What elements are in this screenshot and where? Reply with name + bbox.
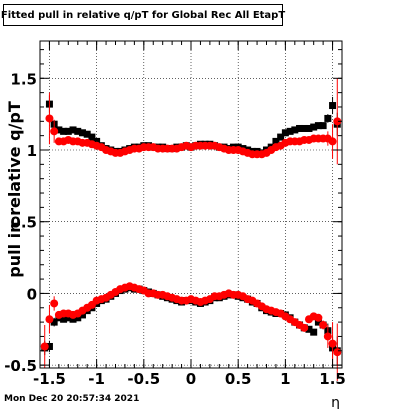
data-point [314,122,322,130]
data-point [277,133,285,141]
data-point [310,123,318,131]
x-tick-label: 0 [186,370,196,388]
data-point [296,124,304,132]
data-point [69,126,77,134]
y-tick-label: 0 [27,285,37,303]
data-point [319,320,328,329]
data-point [314,313,323,322]
x-tick-label: -1.5 [33,370,66,388]
y-tick-label: 1 [27,142,37,160]
y-tick-label: 0.5 [10,214,37,232]
chart-title: Fitted pull in relative q/pT for Global … [0,9,286,21]
x-tick-label: -0.5 [127,370,160,388]
data-point [78,311,86,319]
timestamp: Mon Dec 20 20:57:34 2021 [4,394,140,404]
data-point [305,325,313,333]
x-axis-label: η [331,395,340,409]
data-point [40,342,49,351]
data-point [286,127,294,135]
data-points [40,78,342,381]
chart-title-box: Fitted pull in relative q/pT for Global … [0,4,286,26]
series-3 [40,282,342,381]
data-point [69,315,77,323]
y-tick-label: 1.5 [10,70,37,88]
data-point [64,127,72,135]
y-tick-label: -0.5 [4,357,37,375]
data-point [93,137,101,145]
data-point [78,129,86,137]
axes: -1.5 -1 -0.5 0 0.5 1 1.5 -0.5 0 0.5 1 1.5 [4,41,346,388]
data-point [45,342,53,350]
series-1 [45,78,342,165]
data-point [88,133,96,141]
data-point [50,127,59,136]
y-axis-label: pull in relative q/pT [5,101,24,278]
x-tick-label: 1.5 [319,370,346,388]
data-point [83,130,91,138]
data-point [45,315,54,324]
data-point [310,328,318,336]
data-point [324,114,332,122]
data-point [50,299,59,308]
data-point [323,332,332,341]
x-tick-label: -1 [88,370,105,388]
data-point [50,318,58,326]
data-point [329,102,337,110]
data-point [328,137,337,146]
data-point [64,314,72,322]
data-point [300,323,309,332]
data-point [319,122,327,130]
data-point [45,114,54,123]
data-point [60,315,68,323]
data-point [60,127,68,135]
x-tick-label: 0.5 [225,370,252,388]
data-point [281,129,289,137]
data-point [333,117,342,126]
data-point [291,126,299,134]
data-point [74,314,82,322]
data-point [328,339,337,348]
data-point [300,124,308,132]
x-tick-label: 1 [280,370,290,388]
data-point [333,348,342,357]
data-point [314,318,322,326]
data-point [74,127,82,135]
data-point [272,137,280,145]
data-point [305,124,313,132]
data-point [55,126,63,134]
